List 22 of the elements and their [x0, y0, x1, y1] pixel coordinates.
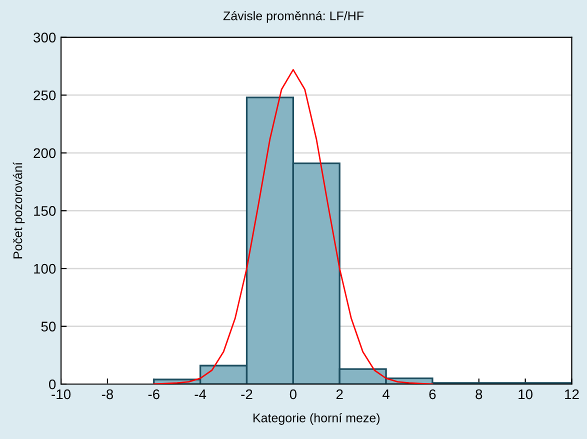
- y-tick-label: 250: [34, 90, 56, 100]
- x-tick-label: 8: [476, 389, 482, 400]
- x-tick-label: 2: [336, 389, 343, 400]
- y-tick-label: 200: [34, 148, 56, 158]
- x-tick-label: -8: [102, 389, 114, 400]
- y-tick-label: 50: [41, 322, 56, 332]
- chart-title: Závisle proměnná: LF/HF: [223, 10, 364, 23]
- y-tick-label: 150: [34, 206, 56, 216]
- x-tick-label: 0: [290, 389, 296, 400]
- x-tick-label: 6: [429, 389, 436, 400]
- x-tick-label: 4: [382, 389, 390, 400]
- y-tick-label: 300: [34, 32, 56, 42]
- x-tick-label: -4: [194, 389, 206, 400]
- x-axis-title: Kategorie (horní meze): [254, 413, 380, 425]
- y-tick-label: 100: [34, 264, 56, 274]
- x-tick-label: 10: [518, 389, 532, 400]
- x-tick-label: 12: [565, 389, 579, 400]
- y-tick-label: 0: [49, 379, 56, 390]
- x-tick-label: -2: [241, 389, 252, 400]
- x-tick-label: -10: [52, 389, 71, 400]
- y-axis-title: Počet pozorování: [12, 162, 25, 258]
- x-tick-label: -6: [148, 389, 160, 400]
